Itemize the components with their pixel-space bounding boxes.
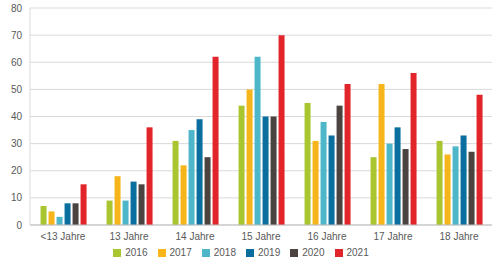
svg-text:13 Jahre: 13 Jahre: [110, 231, 149, 242]
svg-text:14 Jahre: 14 Jahre: [176, 231, 215, 242]
svg-text:50: 50: [11, 84, 23, 95]
svg-text:0: 0: [16, 220, 22, 231]
svg-text:15 Jahre: 15 Jahre: [242, 231, 281, 242]
svg-text:<13 Jahre: <13 Jahre: [41, 231, 86, 242]
svg-text:70: 70: [11, 30, 23, 41]
html-text:2019: 2019: [258, 247, 281, 258]
svg-text:17 Jahre: 17 Jahre: [374, 231, 413, 242]
svg-text:20: 20: [11, 165, 23, 176]
svg-text:10: 10: [11, 192, 23, 203]
html-text:2018: 2018: [213, 247, 236, 258]
html-text:2020: 2020: [302, 247, 325, 258]
svg-text:30: 30: [11, 138, 23, 149]
svg-text:40: 40: [11, 111, 23, 122]
html-text:2016: 2016: [125, 247, 148, 258]
html-text:2017: 2017: [169, 247, 192, 258]
svg-text:18 Jahre: 18 Jahre: [440, 231, 479, 242]
html-text:2021: 2021: [346, 247, 369, 258]
svg-text:60: 60: [11, 57, 23, 68]
svg-text:16 Jahre: 16 Jahre: [308, 231, 347, 242]
svg-text:80: 80: [11, 3, 23, 14]
